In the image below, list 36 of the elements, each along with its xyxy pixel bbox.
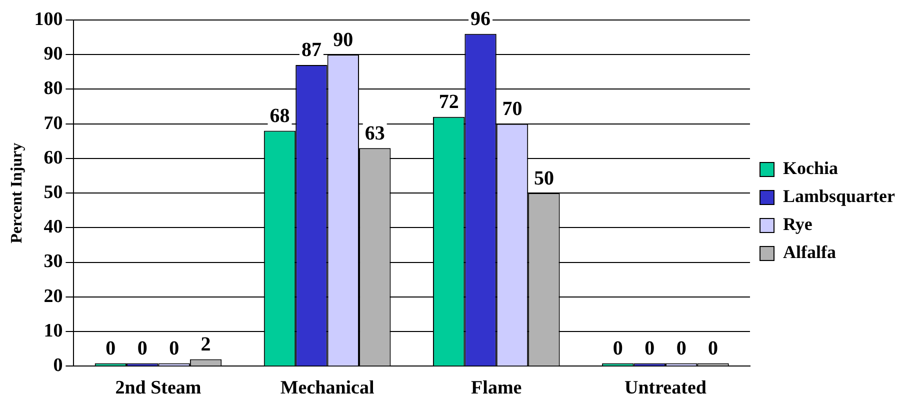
y-tick-label: 90 [44,44,63,65]
data-label: 0 [169,337,180,360]
legend-label: Kochia [783,158,838,178]
data-label: 68 [270,104,290,127]
data-label: 96 [470,8,491,30]
y-tick-label: 100 [34,8,63,30]
data-label: 63 [364,122,385,144]
data-label: 90 [333,28,354,51]
y-tick-label: 60 [44,147,63,168]
data-label: 0 [676,337,686,360]
y-tick-label: 40 [44,216,63,238]
legend-label: Rye [783,214,812,234]
y-tick-label: 20 [44,286,63,307]
data-label: 2 [200,333,211,356]
x-tick-label: 2nd Steam [115,378,202,399]
y-tick-label: 80 [44,78,63,100]
data-label: 0 [708,337,718,360]
y-tick-label: 30 [44,251,63,272]
data-label: 0 [106,337,116,360]
x-tick-label: Flame [471,378,522,399]
data-label: 0 [137,337,148,360]
y-tick-label: 10 [44,320,63,342]
data-label: 87 [301,39,322,62]
x-tick-label: Untreated [624,378,707,399]
data-label: 70 [502,98,522,120]
y-tick-label: 0 [53,355,63,376]
data-label: 50 [534,167,554,190]
legend-label: Alfalfa [783,242,836,262]
y-axis-title: Percent Injury [8,142,26,244]
data-label: 0 [612,337,623,360]
data-label: 0 [644,337,655,360]
y-tick-label: 50 [44,182,63,204]
y-tick-label: 70 [44,112,63,134]
legend-label: Lambsquarter [783,186,896,206]
data-label: 72 [438,91,459,114]
x-tick-label: Mechanical [280,378,374,399]
